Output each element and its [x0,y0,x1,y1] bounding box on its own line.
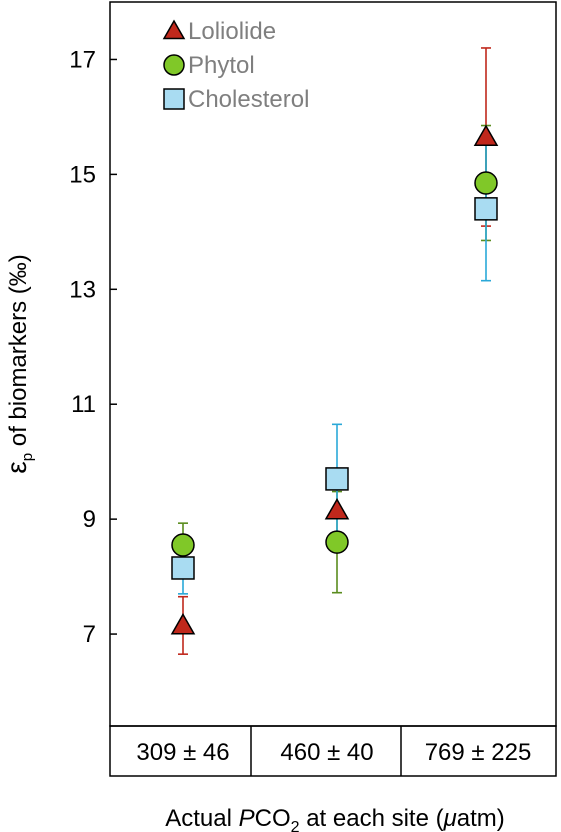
data-point [324,498,350,520]
category-table [109,725,557,777]
data-point [325,530,349,554]
y-tick-label: 7 [83,621,96,648]
data-point [474,171,498,195]
legend-label: Loliolide [188,18,276,45]
data-point [171,556,195,580]
category-label: 460 ± 40 [280,739,373,766]
y-tick-label: 9 [83,506,96,533]
category-label: 769 ± 225 [425,739,532,766]
plot-frame [109,1,557,727]
legend-label: Phytol [188,52,255,79]
category-label: 309 ± 46 [136,739,229,766]
y-axis: 7 9 11 13 15 17 [69,46,117,648]
x-axis-label: Actual PCO2 at each site (μatm) [165,805,505,832]
y-axis-label: εp of biomarkers (‰) [1,254,36,474]
y-tick-label: 13 [69,276,96,303]
y-tick-label: 11 [71,391,96,418]
legend-marker [163,54,185,76]
legend: Loliolide Phytol Cholesterol [162,18,309,113]
data-point [473,124,499,147]
data-point [325,467,349,491]
data-point [171,533,195,557]
legend-marker [163,88,185,110]
y-tick-label: 15 [69,161,96,188]
data-point [170,612,196,635]
legend-label: Cholesterol [188,86,309,113]
y-tick-label: 17 [69,46,96,73]
data-layer [170,47,499,655]
legend-marker [162,19,186,40]
data-point [474,197,498,221]
